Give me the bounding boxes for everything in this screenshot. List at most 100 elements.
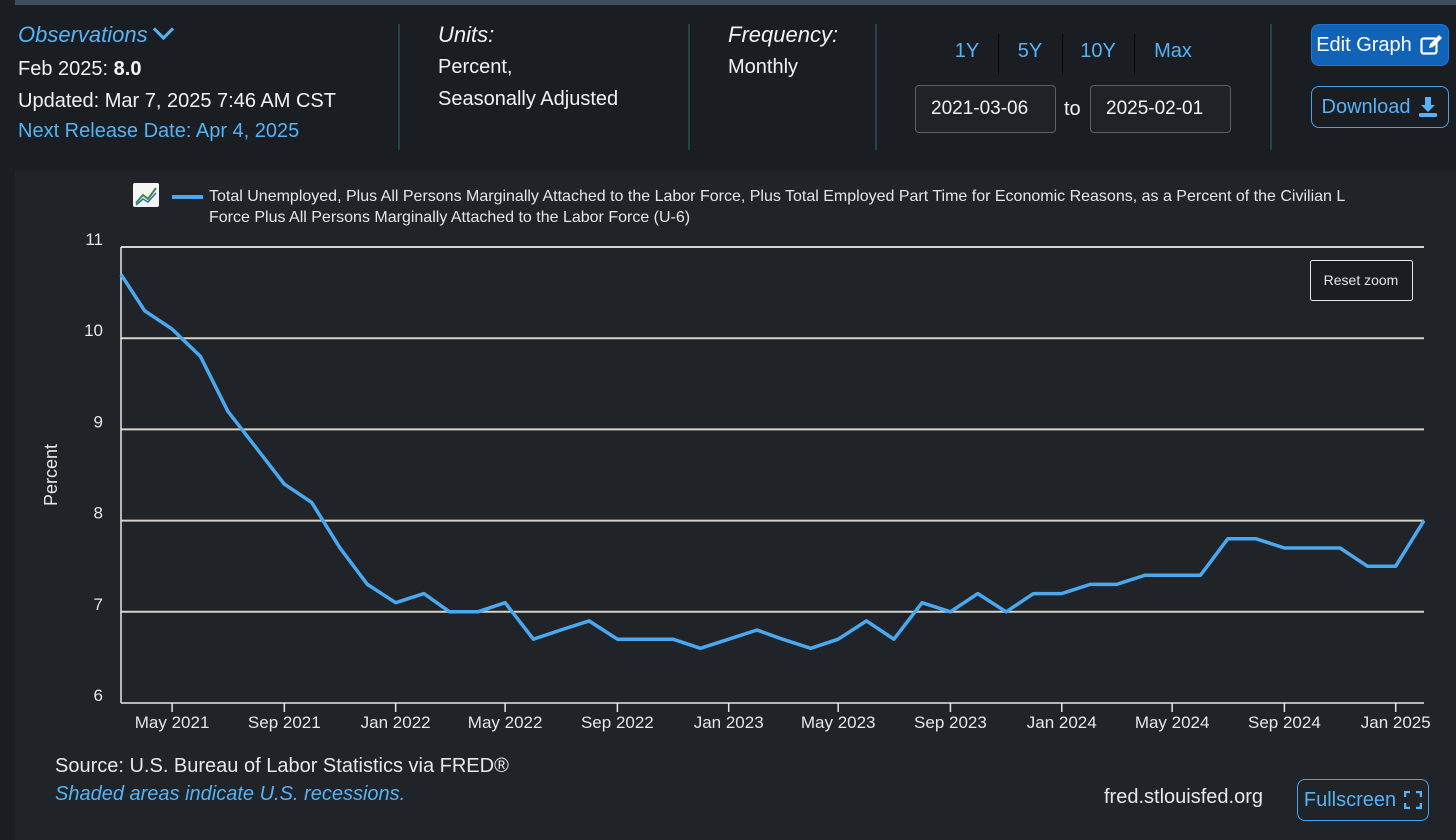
series-point[interactable]	[807, 644, 815, 652]
y-tick-label: 9	[94, 412, 103, 431]
y-tick-label: 6	[94, 686, 103, 705]
download-button[interactable]: Download	[1311, 86, 1449, 128]
units-value-line1: Percent,	[438, 56, 513, 78]
units-label: Units:	[438, 22, 495, 47]
chart-legend[interactable]: Total Unemployed, Plus All Persons Margi…	[133, 183, 1345, 226]
series-point[interactable]	[862, 617, 870, 625]
series-point[interactable]	[753, 626, 761, 634]
range-10y-button[interactable]: 10Y	[1080, 40, 1116, 62]
fullscreen-label: Fullscreen	[1303, 788, 1397, 811]
chevron-down-icon	[152, 18, 174, 41]
end-date-input[interactable]	[1090, 85, 1231, 133]
series-point[interactable]	[834, 635, 842, 643]
range-max-button[interactable]: Max	[1154, 40, 1192, 62]
series-point[interactable]	[1086, 580, 1094, 588]
divider	[875, 24, 877, 150]
series-point[interactable]	[557, 626, 565, 634]
series-point[interactable]	[918, 599, 926, 607]
series-point[interactable]	[1308, 544, 1316, 552]
latest-observation: Feb 2025: 8.0	[18, 58, 141, 81]
series-point[interactable]	[308, 498, 316, 506]
series-point[interactable]	[1196, 571, 1204, 579]
series-line-u6[interactable]	[119, 273, 1426, 651]
edit-graph-button[interactable]: Edit Graph	[1311, 24, 1449, 66]
series-point[interactable]	[1280, 544, 1288, 552]
series-point[interactable]	[585, 617, 593, 625]
series-point[interactable]	[168, 325, 176, 333]
series-point[interactable]	[1224, 535, 1232, 543]
series-point[interactable]	[1392, 562, 1400, 570]
series-points	[117, 270, 1428, 652]
x-tick-label: Sep 2021	[248, 713, 321, 732]
series-point[interactable]	[280, 480, 288, 488]
fullscreen-icon	[1404, 791, 1423, 809]
x-tick-label: Sep 2022	[581, 713, 654, 732]
fred-url: fred.stlouisfed.org	[1104, 786, 1263, 808]
frequency-value: Monthly	[728, 56, 799, 78]
series-point[interactable]	[641, 635, 649, 643]
series-point[interactable]	[224, 407, 232, 415]
series-point[interactable]	[696, 644, 704, 652]
range-divider	[998, 34, 999, 74]
range-1y-button[interactable]: 1Y	[954, 40, 980, 62]
series-point[interactable]	[779, 635, 787, 643]
x-tick-label: May 2021	[135, 713, 210, 732]
range-divider	[1062, 34, 1063, 74]
x-axis: May 2021 Sep 2021 Jan 2022 May 2022 Sep 2022…	[120, 247, 1431, 732]
series-point[interactable]	[946, 608, 954, 616]
series-point[interactable]	[1336, 544, 1344, 552]
date-range-to-label: to	[1064, 98, 1081, 120]
line-chart[interactable]: Total Unemployed, Plus All Persons Margi…	[15, 170, 1456, 750]
x-tick-label: Sep 2023	[914, 713, 987, 732]
series-point[interactable]	[1058, 590, 1066, 598]
divider	[1270, 24, 1272, 150]
series-point[interactable]	[890, 635, 898, 643]
source-note: Source: U.S. Bureau of Labor Statistics …	[55, 755, 509, 777]
series-point[interactable]	[392, 599, 400, 607]
x-tick-label: May 2024	[1135, 713, 1210, 732]
series-point[interactable]	[363, 580, 371, 588]
series-point[interactable]	[1002, 608, 1010, 616]
series-point[interactable]	[474, 608, 482, 616]
series-point[interactable]	[117, 270, 125, 278]
y-tick-label: 11	[85, 230, 103, 249]
chart-panel: Total Unemployed, Plus All Persons Margi…	[15, 170, 1456, 840]
y-tick-label: 7	[94, 595, 103, 614]
series-point[interactable]	[141, 307, 149, 315]
observations-title: Observations	[18, 22, 148, 47]
divider	[398, 24, 400, 150]
range-5y-button[interactable]: 5Y	[1017, 40, 1043, 62]
next-release-link[interactable]: Next Release Date: Apr 4, 2025	[18, 120, 300, 142]
series-point[interactable]	[1168, 571, 1176, 579]
fullscreen-button[interactable]: Fullscreen	[1297, 779, 1429, 821]
series-point[interactable]	[1112, 580, 1120, 588]
series-point[interactable]	[1029, 590, 1037, 598]
series-point[interactable]	[1252, 535, 1260, 543]
chart-type-icon[interactable]	[133, 183, 159, 207]
latest-observation-value: 8.0	[113, 58, 142, 80]
series-point[interactable]	[725, 635, 733, 643]
series-point[interactable]	[1363, 562, 1371, 570]
start-date-input[interactable]	[915, 85, 1056, 133]
y-tick-label: 10	[84, 321, 103, 340]
series-point[interactable]	[420, 590, 428, 598]
x-tick-label: Jan 2022	[361, 713, 431, 732]
edit-icon	[1420, 35, 1442, 55]
series-point[interactable]	[336, 544, 344, 552]
series-point[interactable]	[613, 635, 621, 643]
frequency-label: Frequency:	[728, 22, 839, 47]
latest-observation-label: Feb 2025:	[18, 58, 109, 80]
series-point[interactable]	[501, 599, 509, 607]
y-axis-label: Percent	[41, 444, 61, 506]
series-point[interactable]	[529, 635, 537, 643]
x-tick-label: Jan 2025	[1361, 713, 1431, 732]
series-point[interactable]	[1420, 517, 1428, 525]
series-point[interactable]	[669, 635, 677, 643]
series-point[interactable]	[1141, 571, 1149, 579]
series-point[interactable]	[974, 590, 982, 598]
reset-zoom-button[interactable]: Reset zoom	[1310, 260, 1413, 301]
observations-toggle[interactable]: Observations	[18, 18, 174, 48]
series-point[interactable]	[196, 352, 204, 360]
series-point[interactable]	[252, 444, 260, 452]
series-point[interactable]	[445, 608, 453, 616]
